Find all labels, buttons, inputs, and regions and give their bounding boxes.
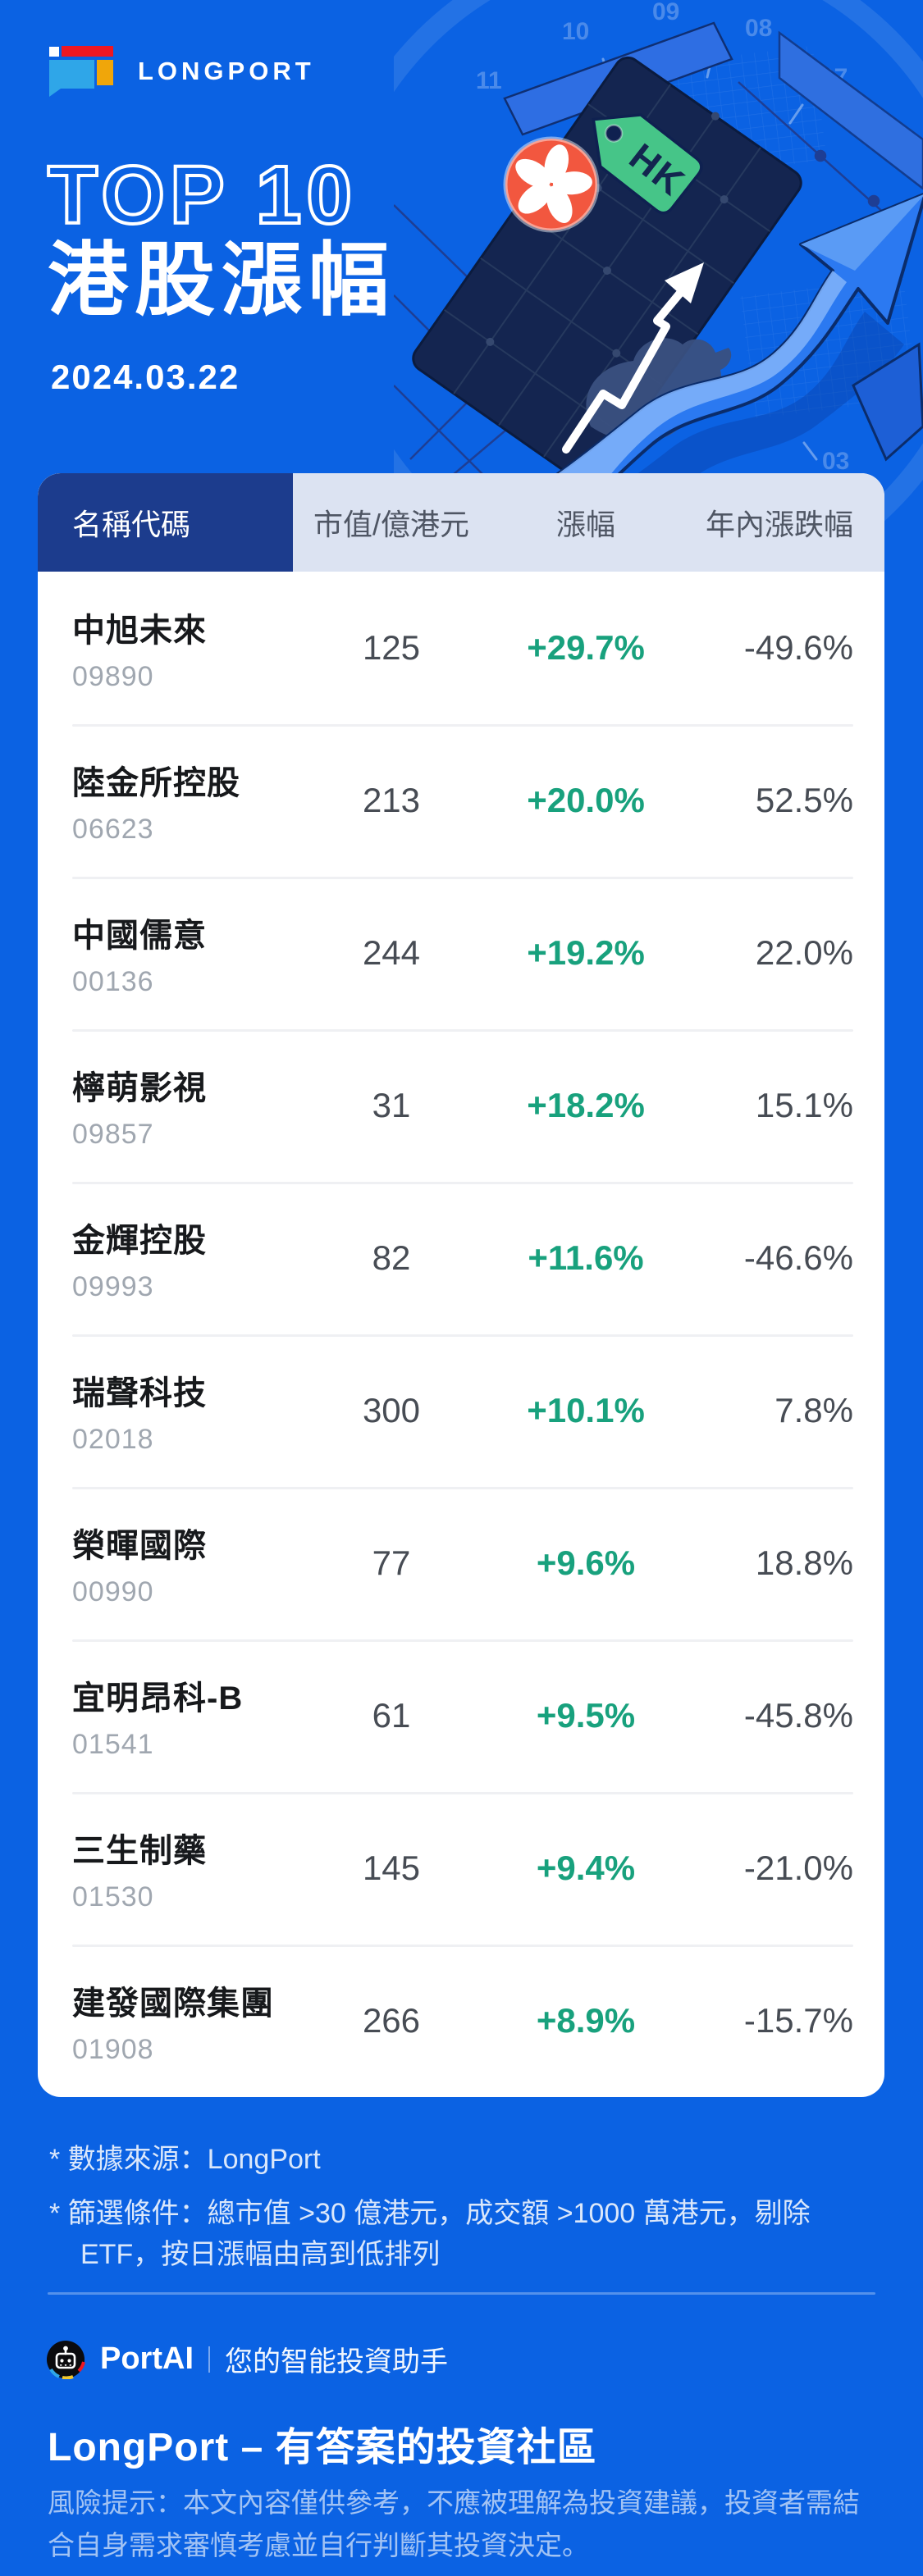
daily-change-value: +29.7% <box>527 628 645 667</box>
longport-logo-icon <box>49 46 113 97</box>
column-header-ytd: 年內漲跌幅 <box>705 508 853 541</box>
market-cap-value: 125 <box>362 628 421 667</box>
page-title-top10: TOP 10 <box>46 149 357 241</box>
column-header-change: 漲幅 <box>555 508 615 541</box>
page-date: 2024.03.22 <box>51 358 240 396</box>
svg-text:09: 09 <box>652 0 679 25</box>
ytd-change-value: 7.8% <box>774 1391 853 1429</box>
market-cap-value: 61 <box>372 1696 411 1735</box>
ytd-change-value: -46.6% <box>743 1238 853 1277</box>
column-header-cap: 市值/億港元 <box>313 508 470 541</box>
brand-logotype: LONGPORT <box>138 57 315 85</box>
market-cap-value: 213 <box>362 781 421 819</box>
market-cap-value: 82 <box>372 1238 411 1277</box>
daily-change-value: +10.1% <box>527 1391 645 1429</box>
stock-code: 00990 <box>72 1575 154 1607</box>
stock-name: 宜明昂科-B <box>72 1680 244 1717</box>
ytd-change-value: 22.0% <box>755 933 853 972</box>
daily-change-value: +19.2% <box>527 933 645 972</box>
ytd-change-value: -21.0% <box>743 1849 853 1887</box>
ytd-change-value: 52.5% <box>755 781 853 819</box>
daily-change-value: +20.0% <box>527 781 645 819</box>
svg-text:08: 08 <box>745 15 772 42</box>
market-cap-value: 300 <box>362 1391 421 1429</box>
footnotes: * 數據來源：LongPort * 篩選條件：總市值 >30 億港元，成交額 >… <box>49 2139 876 2275</box>
hk-tag-icon: HK <box>592 113 703 215</box>
table-row: 瑞聲科技 02018 300 +10.1% 7.8% <box>38 1334 884 1487</box>
market-cap-value: 266 <box>362 2001 421 2040</box>
table-row: 三生制藥 01530 145 +9.4% -21.0% <box>38 1792 884 1945</box>
stock-name: 三生制藥 <box>72 1832 207 1869</box>
svg-text:11: 11 <box>476 67 502 94</box>
stock-name: 榮暉國際 <box>72 1527 207 1564</box>
svg-text:03: 03 <box>822 448 849 475</box>
stock-code: 06623 <box>72 813 154 845</box>
stock-code: 09993 <box>72 1270 154 1302</box>
svg-text:10: 10 <box>562 18 589 45</box>
stock-name: 建發國際集團 <box>72 1985 274 2022</box>
stock-code: 01530 <box>72 1881 154 1913</box>
ytd-change-value: -15.7% <box>743 2001 853 2040</box>
market-cap-value: 244 <box>362 933 421 972</box>
stock-name: 陸金所控股 <box>72 764 240 801</box>
daily-change-value: +18.2% <box>527 1086 645 1124</box>
table-header-name-bg <box>38 473 293 572</box>
zigzag-arrow-icon <box>562 262 704 454</box>
table-row: 檸萌影視 09857 31 +18.2% 15.1% <box>38 1029 884 1182</box>
stock-code: 09857 <box>72 1118 154 1150</box>
stock-name: 中國儒意 <box>72 917 207 954</box>
stock-name: 金輝控股 <box>72 1222 207 1259</box>
ranking-table-card: 名稱代碼 市值/億港元 漲幅 年內漲跌幅 中旭未來 09890 125 +29.… <box>38 473 884 2097</box>
ytd-change-value: 18.8% <box>755 1543 853 1582</box>
daily-change-value: +11.6% <box>528 1238 644 1277</box>
portai-divider <box>208 2346 210 2373</box>
hk-market-illustration: 11 10 09 08 07 02 03 <box>394 0 923 525</box>
footer-slogan: LongPort – 有答案的投資社區 <box>48 2426 597 2469</box>
table-header: 名稱代碼 市值/億港元 漲幅 年內漲跌幅 <box>38 473 884 572</box>
portai-row: PortAI 您的智能投資助手 <box>46 2339 448 2379</box>
risk-disclaimer: 風險提示：本文內容僅供參考，不應被理解為投資建議，投資者需結合自身需求審慎考慮並… <box>48 2487 860 2561</box>
stock-code: 01541 <box>72 1728 154 1760</box>
daily-change-value: +9.5% <box>536 1696 636 1735</box>
table-row: 中國儒意 00136 244 +19.2% 22.0% <box>38 877 884 1029</box>
daily-change-value: +9.6% <box>536 1543 636 1582</box>
daily-change-value: +8.9% <box>536 2001 636 2040</box>
footnote-source: * 數據來源：LongPort <box>49 2144 321 2175</box>
table-row: 金輝控股 09993 82 +11.6% -46.6% <box>38 1182 884 1334</box>
stock-code: 09890 <box>72 660 154 692</box>
footnote-criteria: * 篩選條件：總市值 >30 億港元，成交額 >1000 萬港元，剔除 ETF，… <box>49 2198 811 2270</box>
portai-avatar-icon <box>47 2340 85 2379</box>
stock-code: 01908 <box>72 2033 154 2065</box>
market-cap-value: 145 <box>362 1849 421 1887</box>
big-blue-arrow <box>484 193 923 525</box>
daily-change-value: +9.4% <box>536 1849 636 1887</box>
ytd-change-value: -45.8% <box>743 1696 853 1735</box>
brand-header: LONGPORT <box>49 46 315 97</box>
page-title-market: 港股漲幅 <box>48 235 396 325</box>
table-body: 中旭未來 09890 125 +29.7% -49.6% 陸金所控股 06623… <box>38 572 884 2097</box>
stock-name: 中旭未來 <box>72 612 207 649</box>
portai-name: PortAI <box>100 2341 194 2376</box>
ytd-change-value: -49.6% <box>743 628 853 667</box>
stock-name: 瑞聲科技 <box>72 1375 207 1411</box>
footer-divider <box>48 2292 875 2295</box>
table-row: 榮暉國際 00990 77 +9.6% 18.8% <box>38 1487 884 1639</box>
table-row: 建發國際集團 01908 266 +8.9% -15.7% <box>38 1945 884 2097</box>
stock-name: 檸萌影視 <box>72 1069 207 1106</box>
hk-flag-icon <box>503 136 600 233</box>
portai-tagline: 您的智能投資助手 <box>225 2346 448 2378</box>
table-row: 中旭未來 09890 125 +29.7% -49.6% <box>38 572 884 724</box>
market-cap-value: 77 <box>372 1543 411 1582</box>
table-row: 宜明昂科-B 01541 61 +9.5% -45.8% <box>38 1639 884 1792</box>
ytd-change-value: 15.1% <box>755 1086 853 1124</box>
stock-code: 02018 <box>72 1423 154 1455</box>
stock-code: 00136 <box>72 965 154 997</box>
column-header-name: 名稱代碼 <box>72 508 191 541</box>
table-row: 陸金所控股 06623 213 +20.0% 52.5% <box>38 724 884 877</box>
market-cap-value: 31 <box>372 1086 411 1124</box>
